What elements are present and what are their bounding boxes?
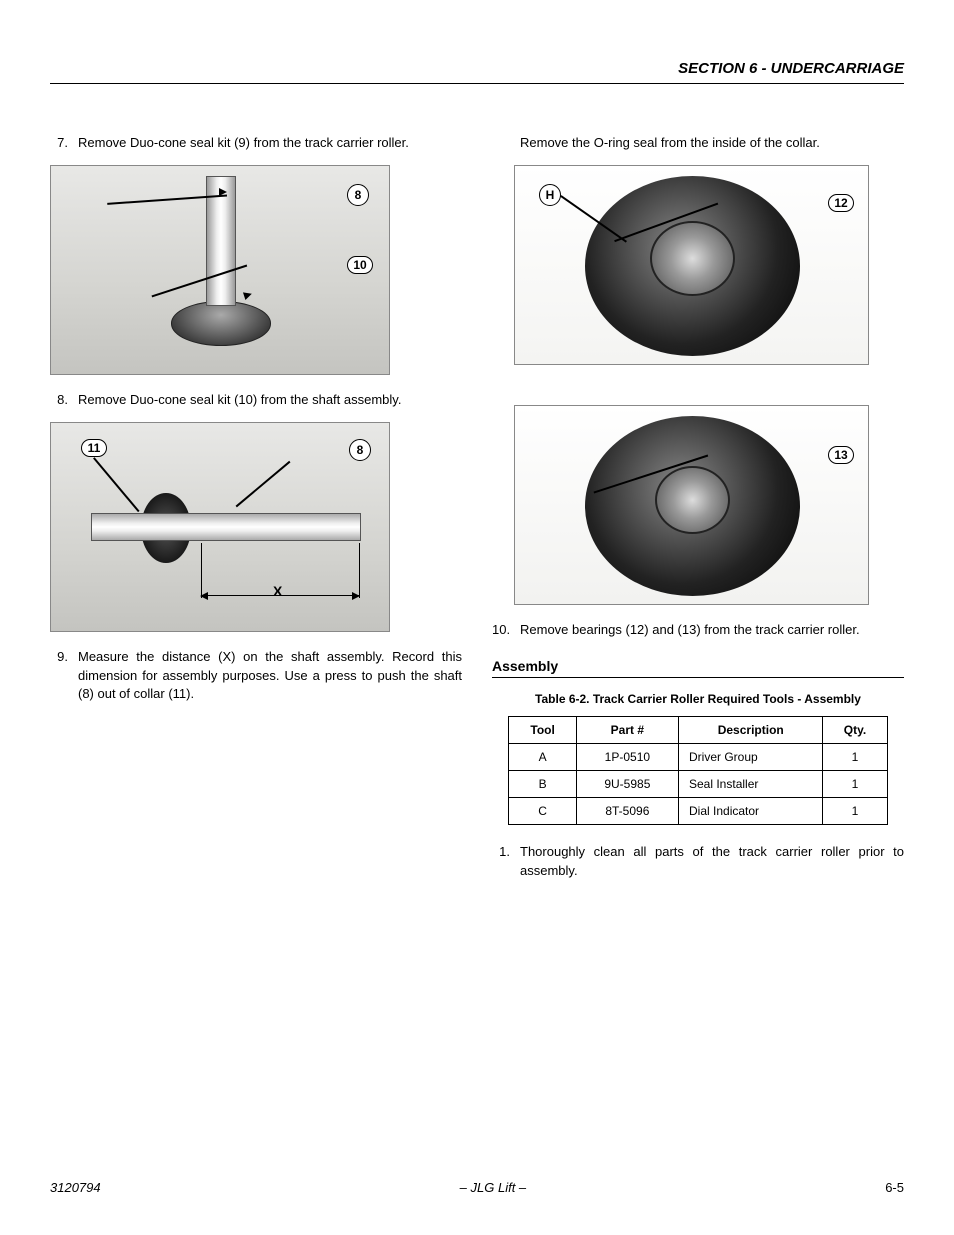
tools-table: Tool Part # Description Qty. A 1P-0510 D… xyxy=(508,716,887,825)
td-qty: 1 xyxy=(823,743,887,770)
figure-roller-top: H 12 xyxy=(514,165,869,365)
td-part: 8T-5096 xyxy=(576,797,678,824)
collar-graphic xyxy=(171,301,271,346)
step-text: Measure the distance (X) on the shaft as… xyxy=(78,648,462,705)
step-10: 10. Remove bearings (12) and (13) from t… xyxy=(492,621,904,640)
step-number: 9. xyxy=(50,648,78,705)
page-number: 6-5 xyxy=(885,1180,904,1195)
callout-11: 11 xyxy=(81,439,107,457)
step-text: Remove bearings (12) and (13) from the t… xyxy=(520,621,904,640)
step-number: 8. xyxy=(50,391,78,410)
td-part: 9U-5985 xyxy=(576,770,678,797)
td-tool: C xyxy=(509,797,576,824)
step-text: Remove Duo-cone seal kit (9) from the tr… xyxy=(78,134,462,153)
callout-12: 12 xyxy=(828,194,854,212)
th-desc: Description xyxy=(679,716,823,743)
table-row: B 9U-5985 Seal Installer 1 xyxy=(509,770,887,797)
step-9: 9. Measure the distance (X) on the shaft… xyxy=(50,648,462,705)
step-8: 8. Remove Duo-cone seal kit (10) from th… xyxy=(50,391,462,410)
bearing-bore-graphic xyxy=(655,466,730,534)
figure-axle-horizontal: 11 8 X xyxy=(50,422,390,632)
td-desc: Dial Indicator xyxy=(679,797,823,824)
table-caption: Table 6-2. Track Carrier Roller Required… xyxy=(492,692,904,706)
two-column-layout: 7. Remove Duo-cone seal kit (9) from the… xyxy=(50,134,904,892)
dim-label-x: X xyxy=(273,583,282,599)
dim-extension xyxy=(201,543,202,598)
table-row: A 1P-0510 Driver Group 1 xyxy=(509,743,887,770)
td-part: 1P-0510 xyxy=(576,743,678,770)
table-header-row: Tool Part # Description Qty. xyxy=(509,716,887,743)
callout-13: 13 xyxy=(828,446,854,464)
callout-8: 8 xyxy=(347,184,369,206)
step-number: 10. xyxy=(492,621,520,640)
figure-roller-bottom: 13 xyxy=(514,405,869,605)
left-column: 7. Remove Duo-cone seal kit (9) from the… xyxy=(50,134,462,892)
callout-10: 10 xyxy=(347,256,373,274)
td-tool: B xyxy=(509,770,576,797)
callout-H: H xyxy=(539,184,561,206)
th-qty: Qty. xyxy=(823,716,887,743)
step-7: 7. Remove Duo-cone seal kit (9) from the… xyxy=(50,134,462,153)
th-tool: Tool xyxy=(509,716,576,743)
td-qty: 1 xyxy=(823,770,887,797)
td-tool: A xyxy=(509,743,576,770)
assembly-heading: Assembly xyxy=(492,658,904,678)
td-desc: Seal Installer xyxy=(679,770,823,797)
step-text: Thoroughly clean all parts of the track … xyxy=(520,843,904,881)
figure-axle-vertical: 8 10 xyxy=(50,165,390,375)
doc-number: 3120794 xyxy=(50,1180,101,1195)
td-qty: 1 xyxy=(823,797,887,824)
td-desc: Driver Group xyxy=(679,743,823,770)
page-footer: 3120794 – JLG Lift – 6-5 xyxy=(50,1180,904,1195)
th-part: Part # xyxy=(576,716,678,743)
assembly-step-1: 1. Thoroughly clean all parts of the tra… xyxy=(492,843,904,881)
right-column: Remove the O-ring seal from the inside o… xyxy=(492,134,904,892)
section-header: SECTION 6 - UNDERCARRIAGE xyxy=(50,60,904,84)
page: SECTION 6 - UNDERCARRIAGE 7. Remove Duo-… xyxy=(0,0,954,1235)
dim-extension xyxy=(359,543,360,598)
brand-label: – JLG Lift – xyxy=(460,1180,526,1195)
bearing-bore-graphic xyxy=(650,221,735,296)
shaft-graphic xyxy=(91,513,361,541)
step-number: 7. xyxy=(50,134,78,153)
callout-8: 8 xyxy=(349,439,371,461)
step-text: Remove Duo-cone seal kit (10) from the s… xyxy=(78,391,462,410)
step-number: 1. xyxy=(492,843,520,881)
table-row: C 8T-5096 Dial Indicator 1 xyxy=(509,797,887,824)
step-9-continuation: Remove the O-ring seal from the inside o… xyxy=(492,134,904,153)
